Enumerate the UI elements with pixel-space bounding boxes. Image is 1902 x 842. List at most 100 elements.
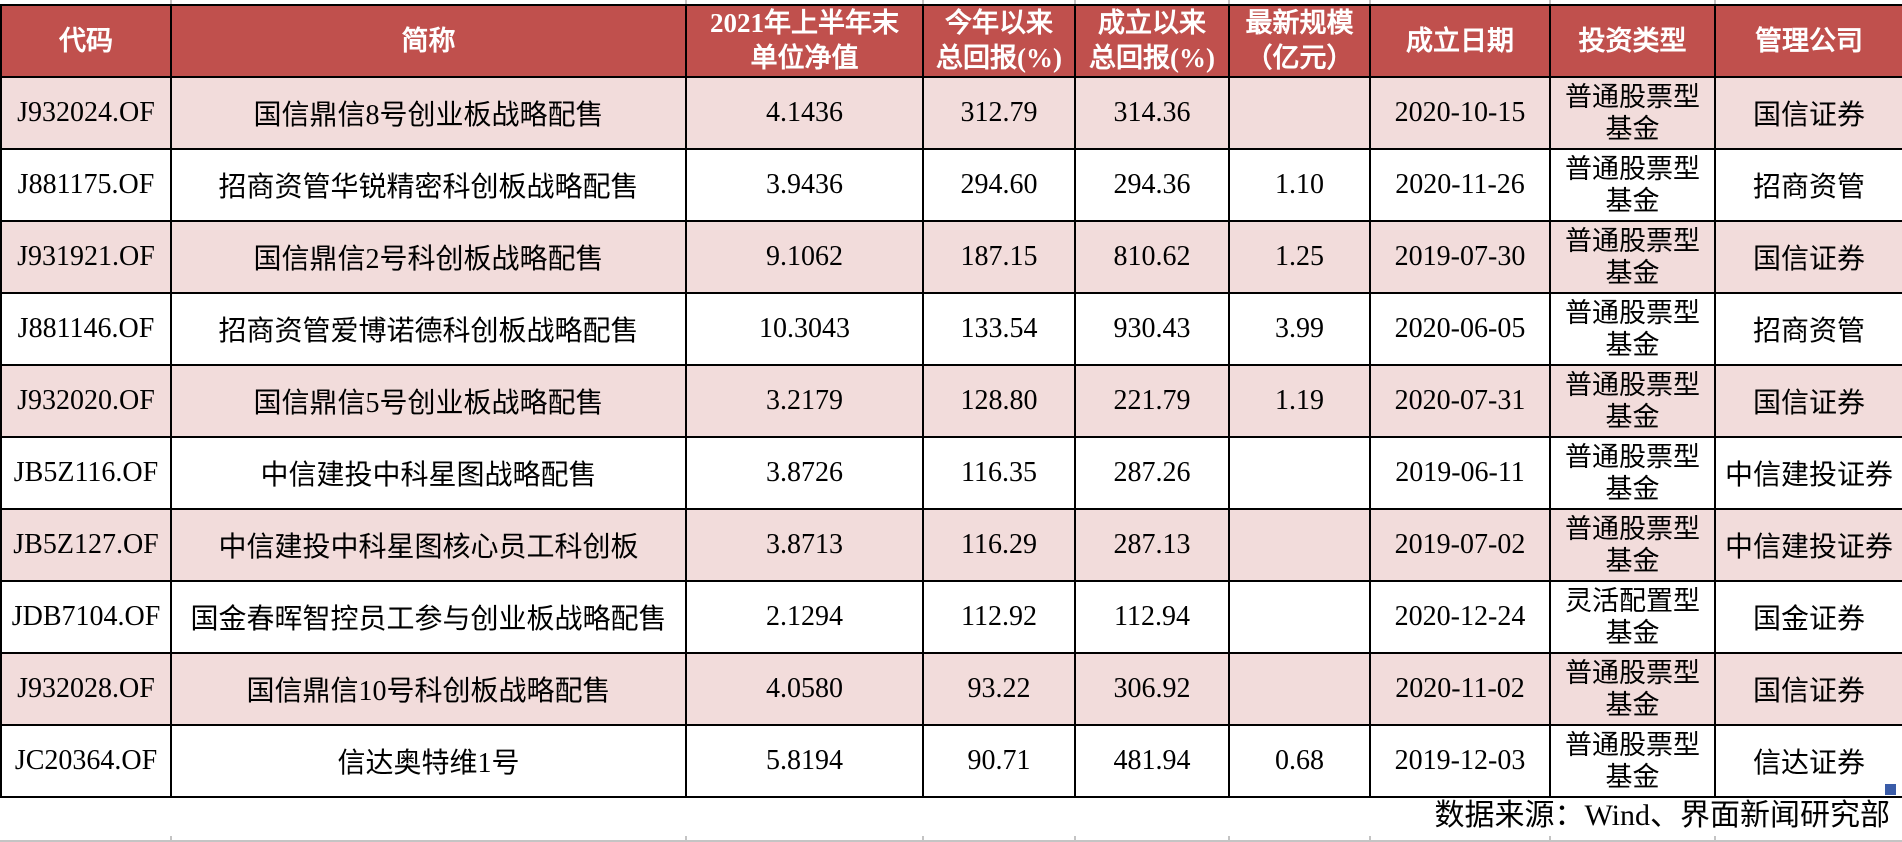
column-header[interactable]: 代码	[0, 3, 172, 79]
table-cell[interactable]: 招商资管	[1714, 292, 1902, 367]
table-cell[interactable]: 112.94	[1074, 580, 1230, 655]
table-cell[interactable]: 国信证券	[1714, 76, 1902, 151]
table-cell[interactable]: JB5Z116.OF	[0, 436, 172, 511]
table-cell[interactable]: 4.1436	[685, 76, 924, 151]
table-cell[interactable]: 灵活配置型基金	[1549, 580, 1716, 655]
table-cell[interactable]: 中信建投中科星图核心员工科创板	[170, 508, 687, 583]
table-cell[interactable]: 2020-12-24	[1369, 580, 1551, 655]
data-source-note[interactable]: 数据来源：Wind、界面新闻研究部	[1434, 799, 1890, 832]
table-cell[interactable]: 5.8194	[685, 724, 924, 799]
table-cell[interactable]: 信达奥特维1号	[170, 724, 687, 799]
table-cell[interactable]: 国信证券	[1714, 364, 1902, 439]
column-header[interactable]: 投资类型	[1549, 3, 1716, 79]
column-header[interactable]: 2021年上半年末 单位净值	[685, 3, 924, 79]
table-cell[interactable]: 312.79	[922, 76, 1076, 151]
table-cell[interactable]: JDB7104.OF	[0, 580, 172, 655]
table-cell[interactable]: 10.3043	[685, 292, 924, 367]
table-cell[interactable]: 国信鼎信5号创业板战略配售	[170, 364, 687, 439]
table-cell[interactable]: 2020-10-15	[1369, 76, 1551, 151]
table-cell[interactable]: JC20364.OF	[0, 724, 172, 799]
column-header[interactable]: 成立日期	[1369, 3, 1551, 79]
table-cell[interactable]: 2020-06-05	[1369, 292, 1551, 367]
table-cell[interactable]: 信达证券	[1714, 724, 1902, 799]
table-cell[interactable]: 中信建投证券	[1714, 436, 1902, 511]
table-cell[interactable]: 国信鼎信2号科创板战略配售	[170, 220, 687, 295]
table-cell[interactable]: 国信鼎信8号创业板战略配售	[170, 76, 687, 151]
table-cell[interactable]	[1228, 508, 1371, 583]
table-cell[interactable]: 招商资管	[1714, 148, 1902, 223]
fill-handle[interactable]	[1885, 784, 1896, 795]
table-cell[interactable]: 普通股票型基金	[1549, 724, 1716, 799]
table-cell[interactable]: 2019-07-02	[1369, 508, 1551, 583]
table-cell[interactable]: J932024.OF	[0, 76, 172, 151]
column-header[interactable]: 管理公司	[1714, 3, 1902, 79]
table-cell[interactable]: J881146.OF	[0, 292, 172, 367]
table-cell[interactable]: 国信证券	[1714, 652, 1902, 727]
table-cell[interactable]	[1228, 580, 1371, 655]
table-cell[interactable]: 国金证券	[1714, 580, 1902, 655]
table-cell[interactable]: J932028.OF	[0, 652, 172, 727]
table-cell[interactable]: 2019-07-30	[1369, 220, 1551, 295]
table-cell[interactable]: 128.80	[922, 364, 1076, 439]
table-cell[interactable]: 普通股票型基金	[1549, 508, 1716, 583]
table-cell[interactable]: 3.8726	[685, 436, 924, 511]
table-cell[interactable]: 中信建投中科星图战略配售	[170, 436, 687, 511]
table-cell[interactable]: 2020-07-31	[1369, 364, 1551, 439]
table-cell[interactable]: 国信证券	[1714, 220, 1902, 295]
table-cell[interactable]: 116.29	[922, 508, 1076, 583]
table-cell[interactable]: 0.68	[1228, 724, 1371, 799]
table-cell[interactable]: 国信鼎信10号科创板战略配售	[170, 652, 687, 727]
table-cell[interactable]: 2019-12-03	[1369, 724, 1551, 799]
table-cell[interactable]: 9.1062	[685, 220, 924, 295]
table-cell[interactable]: 普通股票型基金	[1549, 292, 1716, 367]
table-cell[interactable]: 2019-06-11	[1369, 436, 1551, 511]
column-header[interactable]: 成立以来 总回报(%)	[1074, 3, 1230, 79]
table-cell[interactable]: 810.62	[1074, 220, 1230, 295]
table-cell[interactable]: 普通股票型基金	[1549, 76, 1716, 151]
table-cell[interactable]	[1228, 436, 1371, 511]
table-cell[interactable]: 3.9436	[685, 148, 924, 223]
table-cell[interactable]: 294.36	[1074, 148, 1230, 223]
table-cell[interactable]: 287.13	[1074, 508, 1230, 583]
table-cell[interactable]: J931921.OF	[0, 220, 172, 295]
table-cell[interactable]: 133.54	[922, 292, 1076, 367]
column-header[interactable]: 最新规模 （亿元）	[1228, 3, 1371, 79]
table-cell[interactable]: 普通股票型基金	[1549, 148, 1716, 223]
table-cell[interactable]: 普通股票型基金	[1549, 436, 1716, 511]
table-cell[interactable]: 187.15	[922, 220, 1076, 295]
table-cell[interactable]	[1228, 652, 1371, 727]
table-cell[interactable]: 中信建投证券	[1714, 508, 1902, 583]
table-cell[interactable]	[1228, 76, 1371, 151]
table-cell[interactable]: 3.8713	[685, 508, 924, 583]
table-cell[interactable]: J881175.OF	[0, 148, 172, 223]
table-cell[interactable]: 1.10	[1228, 148, 1371, 223]
table-cell[interactable]: 221.79	[1074, 364, 1230, 439]
table-cell[interactable]: 90.71	[922, 724, 1076, 799]
table-cell[interactable]: 普通股票型基金	[1549, 220, 1716, 295]
table-cell[interactable]: 93.22	[922, 652, 1076, 727]
table-cell[interactable]: 招商资管华锐精密科创板战略配售	[170, 148, 687, 223]
table-cell[interactable]: JB5Z127.OF	[0, 508, 172, 583]
table-cell[interactable]: 普通股票型基金	[1549, 652, 1716, 727]
table-cell[interactable]: 2020-11-02	[1369, 652, 1551, 727]
column-header[interactable]: 简称	[170, 3, 687, 79]
table-cell[interactable]: 930.43	[1074, 292, 1230, 367]
table-cell[interactable]: 314.36	[1074, 76, 1230, 151]
table-cell[interactable]: 116.35	[922, 436, 1076, 511]
table-cell[interactable]: 112.92	[922, 580, 1076, 655]
table-cell[interactable]: 2020-11-26	[1369, 148, 1551, 223]
table-cell[interactable]: 3.2179	[685, 364, 924, 439]
table-cell[interactable]: 1.19	[1228, 364, 1371, 439]
table-cell[interactable]: 1.25	[1228, 220, 1371, 295]
table-cell[interactable]: 2.1294	[685, 580, 924, 655]
table-cell[interactable]: 3.99	[1228, 292, 1371, 367]
table-cell[interactable]: 294.60	[922, 148, 1076, 223]
table-cell[interactable]: 306.92	[1074, 652, 1230, 727]
table-cell[interactable]: 国金春晖智控员工参与创业板战略配售	[170, 580, 687, 655]
table-cell[interactable]: 287.26	[1074, 436, 1230, 511]
table-cell[interactable]: 481.94	[1074, 724, 1230, 799]
table-cell[interactable]: 普通股票型基金	[1549, 364, 1716, 439]
table-cell[interactable]: J932020.OF	[0, 364, 172, 439]
column-header[interactable]: 今年以来 总回报(%)	[922, 3, 1076, 79]
table-cell[interactable]: 4.0580	[685, 652, 924, 727]
